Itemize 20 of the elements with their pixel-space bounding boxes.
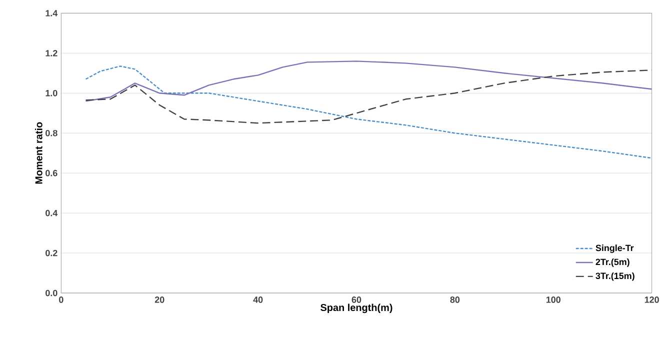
y-tick-label: 0.8 bbox=[46, 130, 58, 136]
x-tick-label: 0 bbox=[59, 296, 64, 303]
x-tick-label: 100 bbox=[546, 296, 560, 303]
x-tick-label: 120 bbox=[644, 296, 659, 303]
y-tick-label: 0.2 bbox=[46, 250, 58, 256]
legend-label: 2Tr.(5m) bbox=[596, 258, 630, 267]
x-tick-label: 20 bbox=[154, 296, 164, 303]
y-tick-label: 0.0 bbox=[46, 290, 58, 296]
y-tick-label: 0.6 bbox=[46, 170, 58, 176]
x-axis-title: Span length(m) bbox=[320, 304, 392, 313]
y-tick-label: 1.2 bbox=[46, 50, 58, 56]
y-axis-title: Moment ratio bbox=[35, 122, 42, 184]
legend-label: Single-Tr bbox=[596, 244, 634, 253]
x-tick-label: 40 bbox=[253, 296, 263, 303]
y-tick-label: 1.4 bbox=[46, 10, 58, 16]
legend-label: 3Tr.(15m) bbox=[596, 272, 634, 281]
y-tick-label: 1.0 bbox=[46, 90, 58, 96]
x-tick-label: 80 bbox=[450, 296, 460, 303]
y-tick-label: 0.4 bbox=[46, 210, 58, 216]
x-tick-label: 60 bbox=[352, 296, 362, 303]
